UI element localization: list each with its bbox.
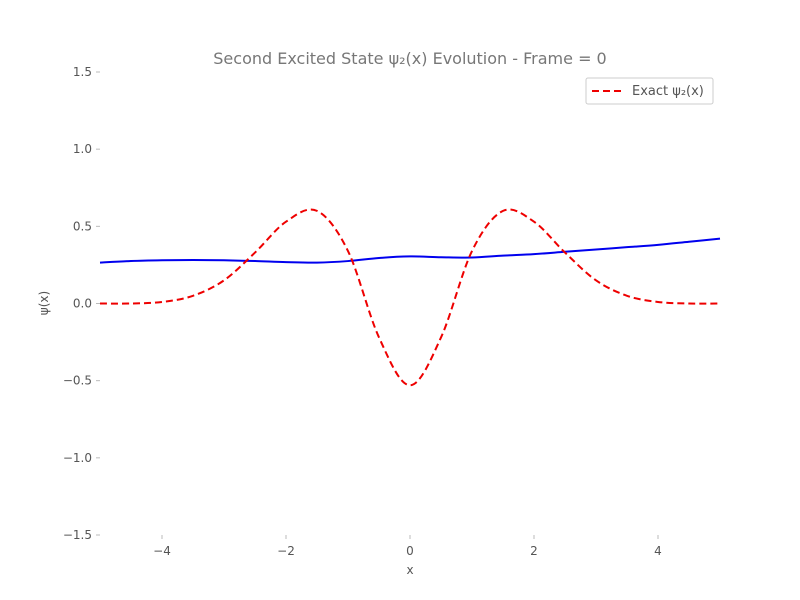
legend-box [585,77,714,105]
plot-series [99,208,721,387]
x-tick-label: 4 [654,544,662,558]
chart-title: Second Excited State ψ₂(x) Evolution - F… [213,49,606,68]
y-tick-label: 0.5 [73,219,92,233]
y-tick-label: 0.0 [73,297,92,311]
y-axis-label: ψ(x) [37,291,51,315]
x-tick-label: 2 [530,544,538,558]
x-tick-label: 0 [406,544,414,558]
x-tick-label: −2 [277,544,295,558]
legend-label-exact: Exact ψ₂(x) [632,84,704,99]
y-axis: 1.5 1.0 0.5 0.0 −0.5 −1.0 −1.5 [63,65,100,542]
y-tick-label: −1.0 [63,451,92,465]
legend: Exact ψ₂(x) [585,77,714,105]
y-tick-label: −0.5 [63,374,92,388]
y-tick-label: −1.5 [63,528,92,542]
y-tick-label: 1.0 [73,142,92,156]
x-tick-label: −4 [153,544,171,558]
series-line-exact [99,208,721,387]
y-tick-label: 1.5 [73,65,92,79]
x-axis-label: x [406,563,413,577]
x-axis: −4 −2 0 2 4 [153,535,662,558]
series-line-numerical [99,237,721,264]
